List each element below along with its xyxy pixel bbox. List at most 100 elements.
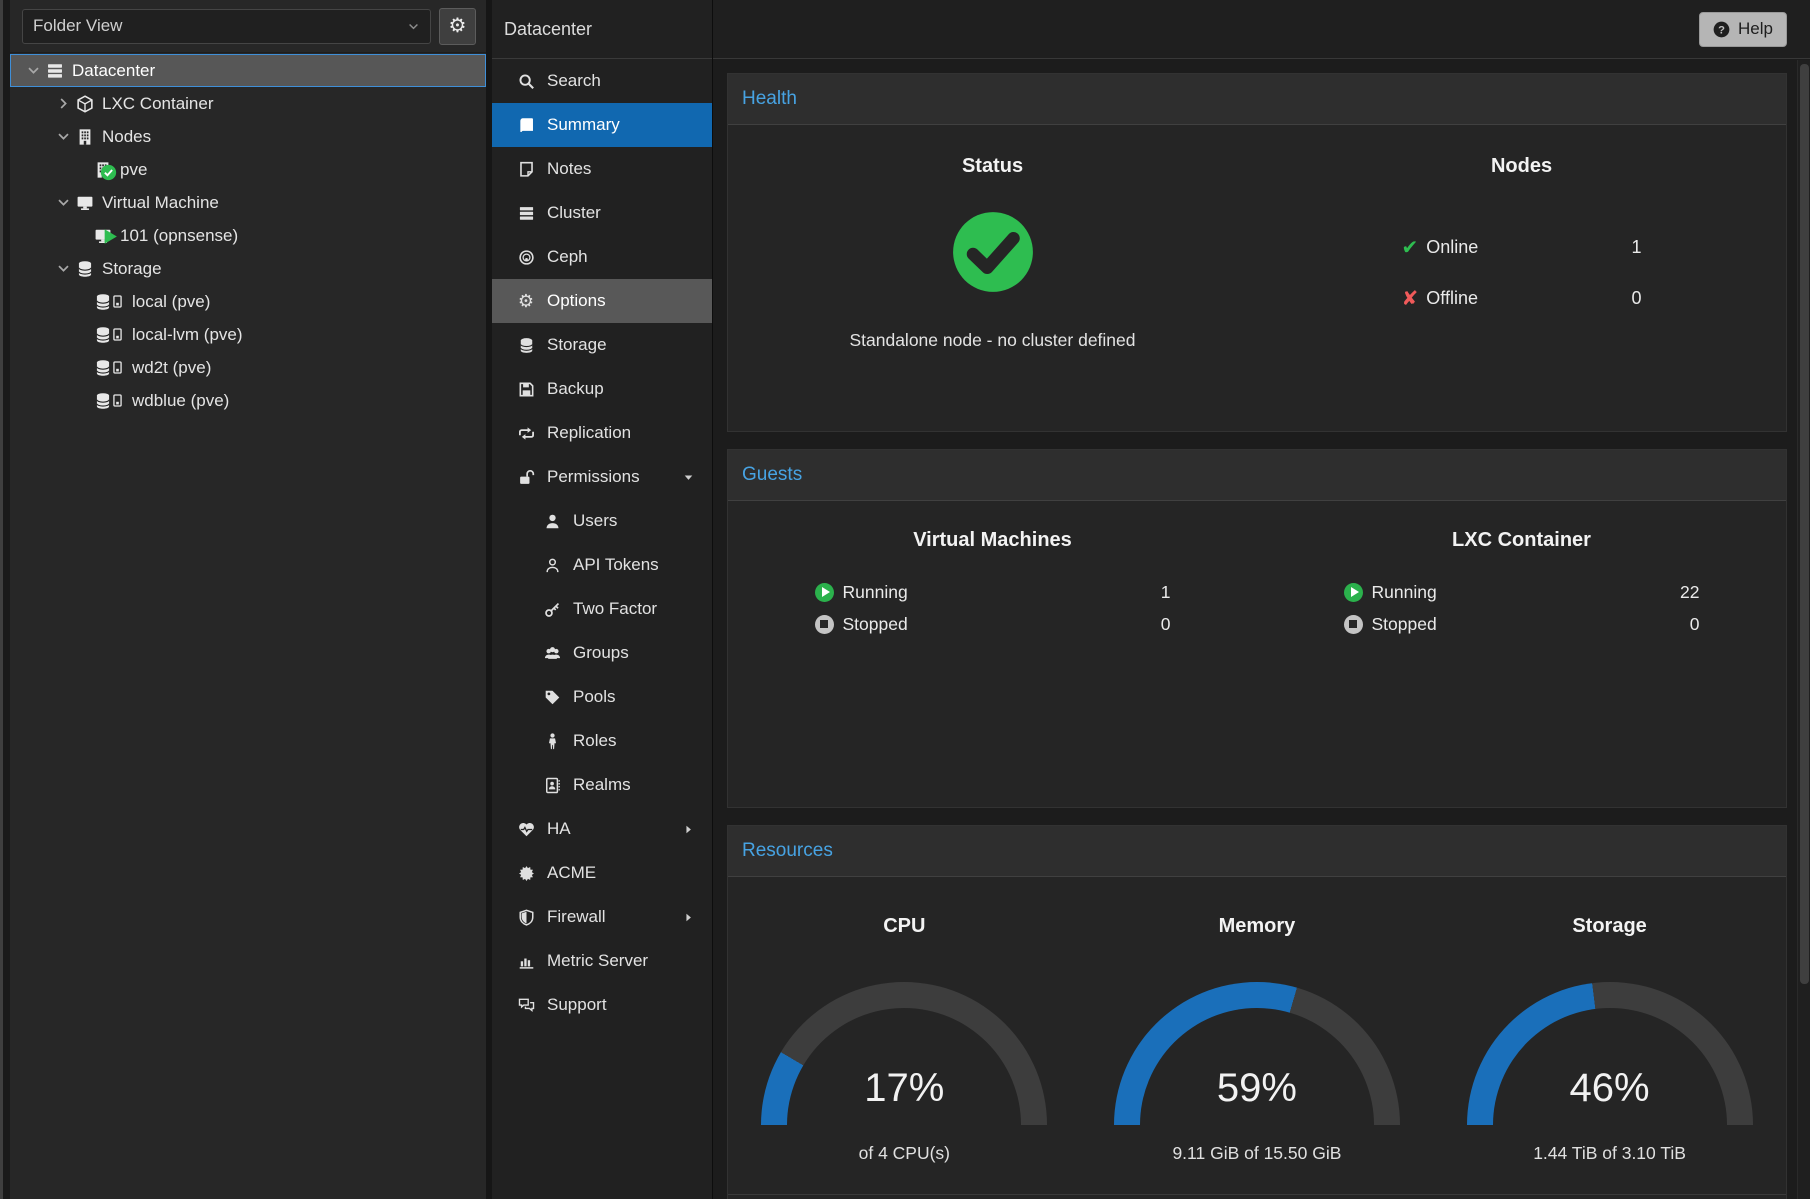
- nav-item-label: Summary: [547, 115, 620, 135]
- tree-item-storage-wdblue[interactable]: wdblue (pve): [10, 384, 486, 417]
- nav-item-pools[interactable]: Pools: [492, 675, 712, 719]
- nav-item-metric-server[interactable]: Metric Server: [492, 939, 712, 983]
- health-panel: Health Status Standalone node - no clust…: [727, 73, 1787, 432]
- tree-item-pve[interactable]: pve: [10, 153, 486, 186]
- vm-running-row: Running 1: [815, 576, 1171, 608]
- content-scrollbar[interactable]: [1797, 60, 1810, 1199]
- nav-item-summary[interactable]: Summary: [492, 103, 712, 147]
- nav-item-options[interactable]: ⚙Options: [492, 279, 712, 323]
- tree-item-storage[interactable]: Storage: [10, 252, 486, 285]
- tree-item-vm-101[interactable]: 101 (opnsense): [10, 219, 486, 252]
- shield-icon: [516, 909, 536, 926]
- building-icon: [76, 128, 94, 146]
- nav-item-label: Realms: [573, 775, 631, 795]
- question-circle-icon: [1713, 21, 1730, 38]
- stop-circle-icon: [815, 615, 834, 634]
- storage-heading: Storage: [1572, 915, 1646, 938]
- play-circle-icon: [1344, 583, 1363, 602]
- tree-item-virtual-machine[interactable]: Virtual Machine: [10, 186, 486, 219]
- offline-label: Offline: [1426, 288, 1478, 309]
- nav-item-firewall[interactable]: Firewall: [492, 895, 712, 939]
- nav-item-label: API Tokens: [573, 555, 659, 575]
- chevron-down-icon[interactable]: [56, 129, 71, 144]
- guests-panel-header: Guests: [728, 450, 1786, 501]
- tree-item-storage-local-lvm[interactable]: local-lvm (pve): [10, 318, 486, 351]
- help-button[interactable]: Help: [1699, 12, 1787, 47]
- memory-heading: Memory: [1219, 915, 1296, 938]
- tree-item-nodes[interactable]: Nodes: [10, 120, 486, 153]
- tree-item-datacenter[interactable]: Datacenter: [10, 54, 486, 87]
- caret-right-icon: [683, 824, 694, 835]
- nav-item-storage[interactable]: Storage: [492, 323, 712, 367]
- monitor-running-icon: [94, 227, 112, 245]
- health-title: Health: [742, 88, 797, 110]
- lxc-stopped-row: Stopped 0: [1344, 608, 1700, 640]
- tree-item-lxc-container[interactable]: LXC Container: [10, 87, 486, 120]
- nav-item-two-factor[interactable]: Two Factor: [492, 587, 712, 631]
- nav-item-backup[interactable]: Backup: [492, 367, 712, 411]
- lxc-running-row: Running 22: [1344, 576, 1700, 608]
- lxc-container-heading: LXC Container: [1452, 529, 1591, 552]
- view-mode-select[interactable]: Folder View: [22, 9, 431, 44]
- online-count: 1: [1631, 237, 1641, 258]
- nav-item-notes[interactable]: Notes: [492, 147, 712, 191]
- status-ok-icon: [951, 210, 1035, 294]
- resources-panel: Resources CPU 17% of 4 CPU(s) Memory: [727, 825, 1787, 1199]
- chevron-down-icon[interactable]: [56, 195, 71, 210]
- unlock-icon: [516, 469, 536, 486]
- nav-title-text: Datacenter: [504, 19, 592, 40]
- nodes-offline-row: ✘Offline 0: [1402, 273, 1642, 324]
- virtual-machines-heading: Virtual Machines: [913, 529, 1072, 552]
- database-drive-icon: [94, 326, 124, 344]
- tree-settings-button[interactable]: ⚙: [439, 8, 476, 45]
- resources-row-divider: [728, 1194, 1786, 1199]
- memory-gauge-arc: 59%: [1114, 982, 1400, 1125]
- ceph-icon: [516, 249, 536, 266]
- chevron-right-icon[interactable]: [56, 96, 71, 111]
- user-group-icon: [542, 645, 562, 662]
- gear-icon: ⚙: [449, 16, 467, 36]
- nodes-online-row: ✔Online 1: [1402, 222, 1642, 273]
- nav-item-api-tokens[interactable]: API Tokens: [492, 543, 712, 587]
- nodes-heading: Nodes: [1491, 155, 1552, 178]
- nav-menu: Search Summary Notes Cluster Ceph ⚙Optio…: [492, 59, 712, 1027]
- nav-item-label: HA: [547, 819, 571, 839]
- nav-panel-title: Datacenter: [492, 0, 712, 59]
- database-drive-icon: [94, 392, 124, 410]
- book-icon: [516, 117, 536, 134]
- tree-item-storage-wd2t[interactable]: wd2t (pve): [10, 351, 486, 384]
- cpu-gauge: CPU 17% of 4 CPU(s): [728, 915, 1081, 1164]
- nav-item-label: Replication: [547, 423, 631, 443]
- nav-item-support[interactable]: Support: [492, 983, 712, 1027]
- nav-item-users[interactable]: Users: [492, 499, 712, 543]
- tree-item-storage-local[interactable]: local (pve): [10, 285, 486, 318]
- database-drive-icon: [94, 359, 124, 377]
- resources-panel-header: Resources: [728, 826, 1786, 877]
- play-circle-icon: [815, 583, 834, 602]
- vm-stopped-count: 0: [1161, 614, 1171, 635]
- nav-item-ha[interactable]: HA: [492, 807, 712, 851]
- nav-item-label: Users: [573, 511, 617, 531]
- storage-percent: 46%: [1467, 1066, 1753, 1111]
- scrollbar-thumb[interactable]: [1800, 64, 1809, 984]
- chevron-down-icon[interactable]: [26, 63, 41, 78]
- nav-item-cluster[interactable]: Cluster: [492, 191, 712, 235]
- chevron-down-icon[interactable]: [56, 261, 71, 276]
- content-header-bar: Help: [713, 0, 1810, 59]
- nav-item-groups[interactable]: Groups: [492, 631, 712, 675]
- server-stack-icon: [46, 62, 64, 80]
- nav-item-label: Metric Server: [547, 951, 648, 971]
- cluster-status-column: Status Standalone node - no cluster defi…: [728, 125, 1257, 431]
- nav-item-label: Options: [547, 291, 606, 311]
- nav-item-replication[interactable]: Replication: [492, 411, 712, 455]
- nav-item-acme[interactable]: ACME: [492, 851, 712, 895]
- nav-item-permissions[interactable]: Permissions: [492, 455, 712, 499]
- nav-item-realms[interactable]: Realms: [492, 763, 712, 807]
- cpu-heading: CPU: [883, 915, 925, 938]
- nav-item-ceph[interactable]: Ceph: [492, 235, 712, 279]
- window-edge: [0, 0, 10, 1199]
- virtual-machines-column: Virtual Machines Running 1 Stopped 0: [728, 501, 1257, 807]
- nav-item-roles[interactable]: Roles: [492, 719, 712, 763]
- nav-item-search[interactable]: Search: [492, 59, 712, 103]
- check-icon: ✔: [1402, 235, 1419, 260]
